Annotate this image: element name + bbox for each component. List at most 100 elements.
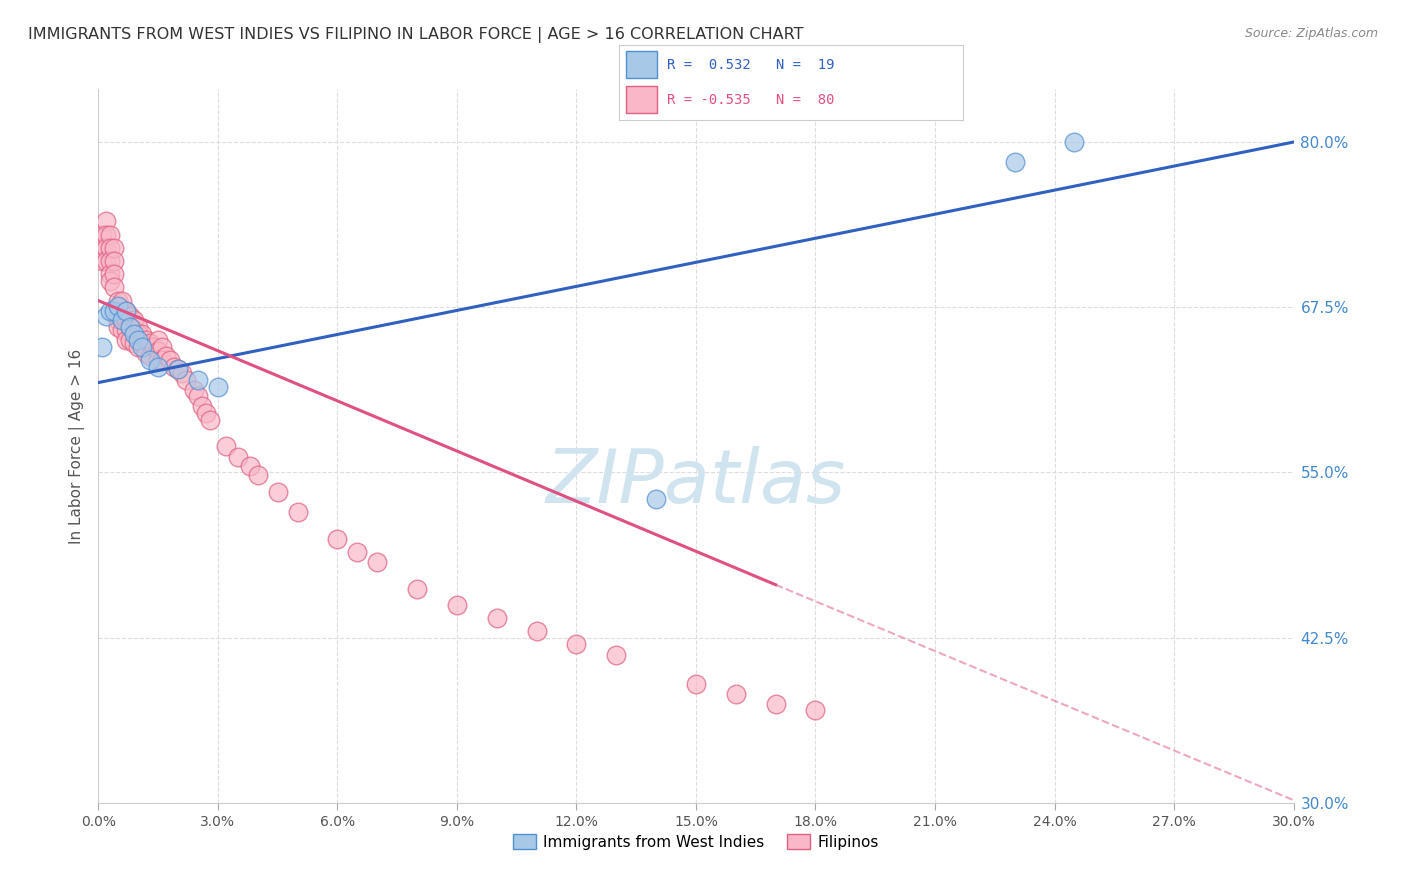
Point bbox=[406, 582, 429, 596]
Point bbox=[150, 340, 173, 354]
Point bbox=[131, 326, 153, 341]
Text: ZIPatlas: ZIPatlas bbox=[546, 446, 846, 517]
Point bbox=[115, 323, 138, 337]
Point bbox=[155, 349, 177, 363]
Point bbox=[124, 323, 146, 337]
Point bbox=[605, 648, 627, 662]
Point bbox=[124, 326, 146, 341]
Point bbox=[107, 313, 129, 327]
Point bbox=[163, 359, 186, 374]
Point bbox=[91, 241, 114, 255]
Point bbox=[103, 254, 125, 268]
Point bbox=[135, 346, 157, 360]
Point bbox=[526, 624, 548, 638]
Point bbox=[187, 373, 209, 387]
Point bbox=[167, 362, 190, 376]
Point bbox=[765, 697, 787, 711]
Point bbox=[287, 505, 309, 519]
Point bbox=[98, 274, 122, 288]
Point bbox=[565, 637, 588, 651]
Text: IMMIGRANTS FROM WEST INDIES VS FILIPINO IN LABOR FORCE | AGE > 16 CORRELATION CH: IMMIGRANTS FROM WEST INDIES VS FILIPINO … bbox=[28, 27, 804, 43]
Point bbox=[107, 293, 129, 308]
Point bbox=[111, 313, 134, 327]
Text: Source: ZipAtlas.com: Source: ZipAtlas.com bbox=[1244, 27, 1378, 40]
Point bbox=[103, 241, 125, 255]
Point bbox=[111, 323, 134, 337]
Point bbox=[107, 299, 129, 313]
Point bbox=[131, 340, 153, 354]
Point bbox=[485, 611, 508, 625]
Point bbox=[215, 439, 238, 453]
Point bbox=[207, 379, 229, 393]
Point bbox=[120, 320, 142, 334]
Point bbox=[103, 267, 125, 281]
Point bbox=[139, 335, 162, 350]
Point bbox=[91, 227, 114, 242]
Point bbox=[183, 384, 205, 398]
Point bbox=[148, 359, 170, 374]
Point bbox=[107, 307, 129, 321]
Point bbox=[115, 304, 138, 318]
Point bbox=[366, 555, 388, 569]
Point bbox=[139, 349, 162, 363]
Point bbox=[91, 254, 114, 268]
Point bbox=[98, 304, 122, 318]
Point bbox=[150, 353, 173, 368]
Point bbox=[1063, 135, 1085, 149]
Point bbox=[98, 254, 122, 268]
Point bbox=[239, 458, 262, 473]
Point bbox=[115, 313, 138, 327]
Point bbox=[226, 450, 249, 464]
Y-axis label: In Labor Force | Age > 16: In Labor Force | Age > 16 bbox=[69, 349, 84, 543]
Point bbox=[724, 688, 747, 702]
Point bbox=[346, 545, 368, 559]
Point bbox=[167, 362, 190, 376]
Point bbox=[103, 280, 125, 294]
Point bbox=[195, 406, 218, 420]
Point bbox=[645, 491, 668, 506]
Point bbox=[148, 333, 170, 347]
Point bbox=[107, 320, 129, 334]
Point bbox=[148, 343, 170, 358]
Point bbox=[446, 598, 468, 612]
Bar bbox=[626, 52, 657, 78]
Point bbox=[96, 254, 118, 268]
Point bbox=[96, 241, 118, 255]
Point bbox=[96, 227, 118, 242]
Point bbox=[1004, 154, 1026, 169]
Point bbox=[127, 333, 149, 347]
Point bbox=[98, 267, 122, 281]
Point bbox=[135, 333, 157, 347]
Point bbox=[127, 326, 149, 341]
Text: R =  0.532   N =  19: R = 0.532 N = 19 bbox=[666, 58, 834, 71]
Point bbox=[111, 293, 134, 308]
Point bbox=[127, 320, 149, 334]
Point bbox=[804, 703, 827, 717]
Point bbox=[139, 353, 162, 368]
Point bbox=[98, 227, 122, 242]
Point bbox=[187, 389, 209, 403]
Point bbox=[127, 340, 149, 354]
Point bbox=[685, 677, 707, 691]
Legend: Immigrants from West Indies, Filipinos: Immigrants from West Indies, Filipinos bbox=[506, 828, 886, 855]
Point bbox=[148, 353, 170, 368]
Point bbox=[103, 304, 125, 318]
Bar bbox=[626, 87, 657, 112]
Text: R = -0.535   N =  80: R = -0.535 N = 80 bbox=[666, 93, 834, 106]
Point bbox=[111, 307, 134, 321]
Point bbox=[267, 485, 290, 500]
Point bbox=[98, 241, 122, 255]
Point bbox=[159, 353, 181, 368]
Point bbox=[91, 340, 114, 354]
Point bbox=[96, 310, 118, 324]
Point bbox=[131, 335, 153, 350]
Point bbox=[246, 468, 269, 483]
Point bbox=[198, 412, 221, 426]
Point bbox=[174, 373, 197, 387]
Point bbox=[120, 320, 142, 334]
Point bbox=[124, 313, 146, 327]
Point bbox=[120, 310, 142, 324]
Point bbox=[191, 400, 214, 414]
Point bbox=[107, 300, 129, 314]
Point bbox=[111, 313, 134, 327]
